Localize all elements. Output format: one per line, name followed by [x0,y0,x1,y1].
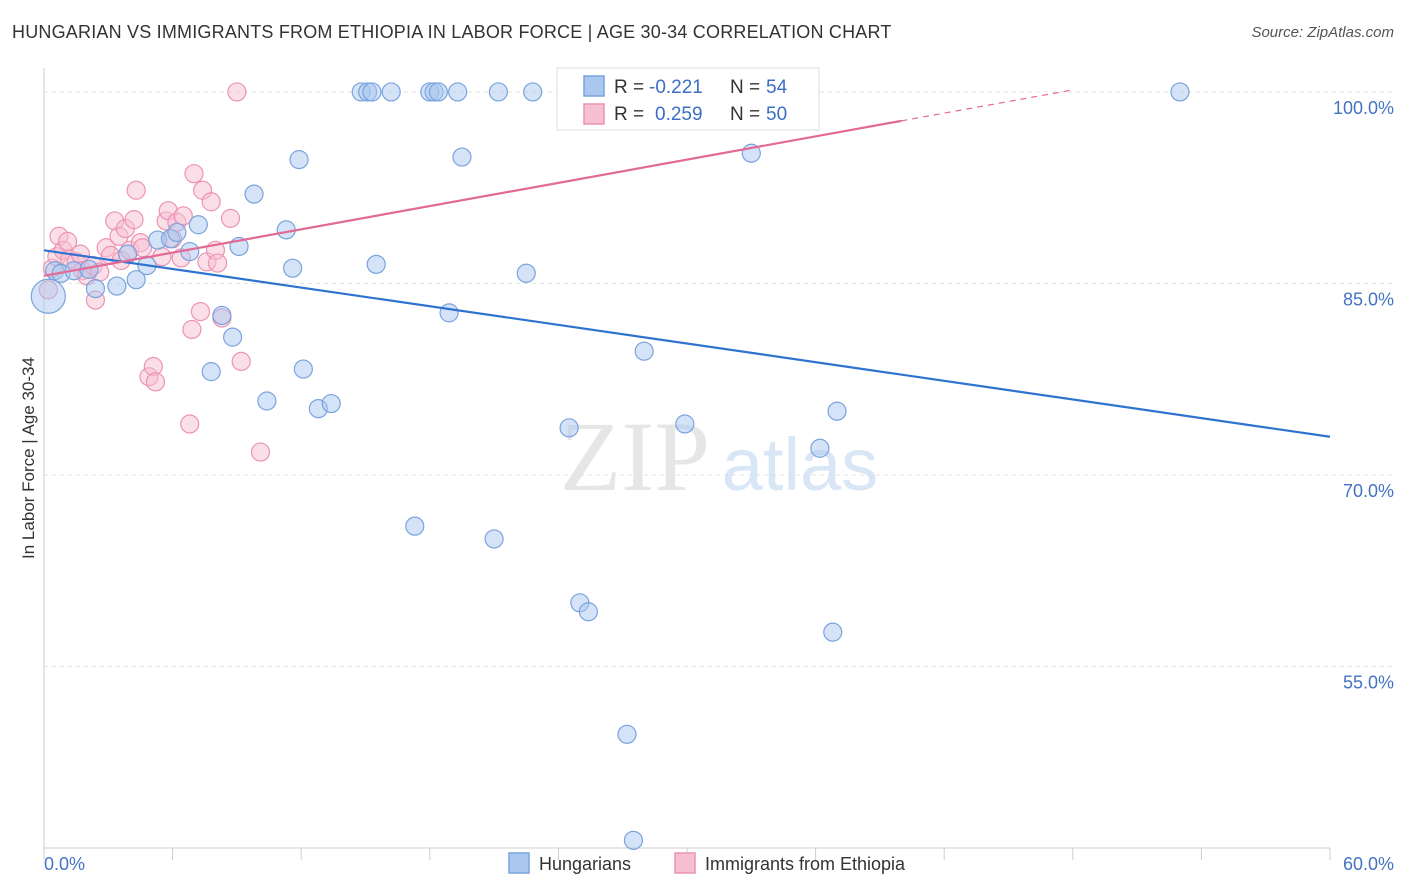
legend-swatch-hungarians [508,852,530,874]
hungarian-point [201,362,221,382]
stats-n-value-2: 50 [766,104,787,125]
ethiopia-point [201,192,221,212]
hungarian-point [559,418,579,438]
legend-label-ethiopia: Immigrants from Ethiopia [705,854,906,874]
hungarian-point [289,150,309,170]
stats-n-label-1: N = [730,77,760,98]
trend-line-hungarians [43,249,1331,438]
hungarian-point [623,830,644,850]
hungarian-point [428,82,448,102]
hungarian-point [257,391,277,411]
legend-label-hungarians: Hungarians [539,854,631,874]
ethiopia-point [220,208,241,228]
axes [43,68,1331,860]
ethiopia-point [190,301,211,322]
legend: Hungarians Immigrants from Ethiopia [508,852,906,874]
hungarian-point [244,184,264,204]
hungarian-point [516,263,536,283]
series-hungarians-points [30,82,1190,850]
stats-r-value-2: 0.259 [655,104,703,125]
hungarian-point [484,529,504,549]
hungarian-point [827,401,847,421]
ethiopia-point [173,206,193,226]
ethiopia-point [180,414,200,434]
y-axis-title: In Labor Force | Age 30-34 [19,357,38,559]
trend-lines [43,89,1331,438]
hungarian-point [405,516,425,536]
y-tick-label: 55.0% [1343,673,1394,693]
chart-title: HUNGARIAN VS IMMIGRANTS FROM ETHIOPIA IN… [12,22,892,42]
hungarian-point [448,82,468,102]
source-label: Source: ZipAtlas.com [1251,24,1394,41]
hungarian-point [167,222,187,243]
hungarian-point [488,82,508,102]
ethiopia-point [182,319,202,340]
hungarian-point [452,147,472,167]
hungarian-point [30,278,66,314]
hungarian-point [634,341,654,361]
stats-r-value-1: -0.221 [649,77,703,98]
ethiopia-point [145,372,166,392]
hungarian-point [810,438,830,458]
stats-swatch-ethiopia [583,103,605,125]
ethiopia-point [126,180,146,200]
stats-swatch-hungarians [583,75,605,97]
ethiopia-point [227,82,247,102]
stats-r-label-1: R = [614,77,644,98]
hungarian-point [366,254,386,274]
x-tick-label-max: 60.0% [1343,854,1394,874]
hungarian-point [283,258,303,278]
hungarian-point [212,305,232,326]
hungarian-point [381,82,401,102]
y-tick-label: 85.0% [1343,290,1394,310]
hungarian-point [823,622,843,642]
hungarian-point [293,359,313,379]
stats-n-label-2: N = [730,104,760,125]
trend-line-ethiopia [43,119,902,277]
legend-swatch-ethiopia [674,852,696,874]
stats-n-value-1: 54 [766,77,788,98]
hungarian-point [321,393,341,414]
ethiopia-point [208,253,228,273]
hungarian-point [578,602,599,622]
y-tick-label: 70.0% [1343,481,1394,501]
watermark-atlas: atlas [722,423,878,506]
hungarian-point [523,82,543,102]
x-tick-label-min: 0.0% [44,854,85,874]
ethiopia-point [250,442,271,462]
hungarian-point [617,724,637,744]
hungarian-point [223,327,243,347]
hungarian-point [675,414,695,434]
y-tick-labels: 100.0% 85.0% 70.0% 55.0% [1333,98,1394,693]
ethiopia-point [124,210,144,230]
trend-line-ethiopia-extension [901,89,1073,122]
hungarian-point [1170,82,1190,102]
hungarian-point [362,82,382,102]
hungarian-point [85,279,106,299]
hungarian-point [107,276,127,296]
hungarian-point [439,303,459,323]
grid-lines [44,91,1396,668]
ethiopia-point [231,351,251,372]
hungarian-point [126,270,146,290]
stats-r-label-2: R = [614,104,644,125]
ethiopia-point [184,164,204,184]
stats-box: R = -0.221 N = 54 R = 0.259 N = 50 [556,67,820,131]
y-tick-label: 100.0% [1333,98,1394,118]
hungarian-point [188,215,208,235]
